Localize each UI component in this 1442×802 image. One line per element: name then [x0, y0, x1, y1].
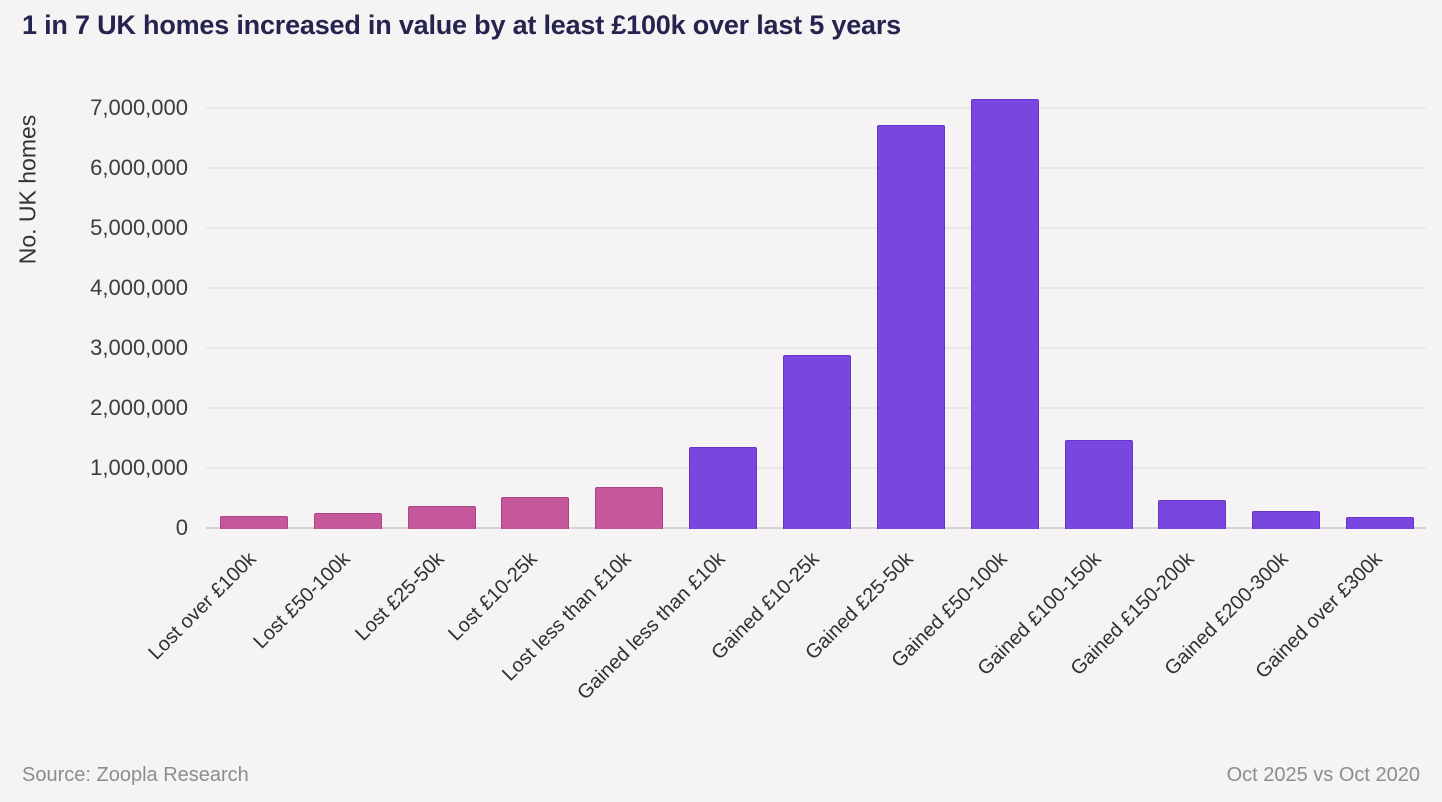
bar-gained: [1252, 511, 1320, 529]
bar-gained: [1158, 500, 1226, 529]
y-tick-label: 6,000,000: [90, 154, 188, 180]
plot-area: [206, 85, 1426, 529]
comparison-note: Oct 2025 vs Oct 2020: [1226, 764, 1420, 786]
bar-lost: [220, 516, 288, 529]
bar-gained: [689, 447, 757, 529]
y-tick-label: 2,000,000: [90, 395, 188, 420]
bar-lost: [408, 506, 476, 529]
grid-line: [206, 286, 1426, 289]
bar-lost: [595, 487, 663, 529]
bar-gained: [783, 355, 851, 529]
bar-lost: [501, 497, 569, 529]
source-note: Source: Zoopla Research: [22, 764, 249, 786]
bar-lost: [314, 513, 382, 529]
bar-gained: [1065, 440, 1133, 529]
y-tick-label: 5,000,000: [90, 214, 188, 240]
bar-gained: [971, 99, 1039, 529]
y-tick-label: 1,000,000: [90, 455, 188, 480]
grid-line: [206, 106, 1426, 109]
y-tick-label: 4,000,000: [90, 275, 188, 300]
grid-line: [206, 166, 1426, 169]
grid-line: [206, 347, 1426, 349]
bar-gained: [1346, 517, 1414, 529]
y-tick-label: 0: [175, 515, 188, 540]
chart-title: 1 in 7 UK homes increased in value by at…: [22, 10, 901, 40]
grid-line: [206, 226, 1426, 229]
y-axis-title: No. UK homes: [14, 114, 41, 265]
y-tick-label: 7,000,000: [90, 94, 188, 120]
y-tick-label: 3,000,000: [90, 335, 188, 360]
bar-gained: [877, 125, 945, 529]
